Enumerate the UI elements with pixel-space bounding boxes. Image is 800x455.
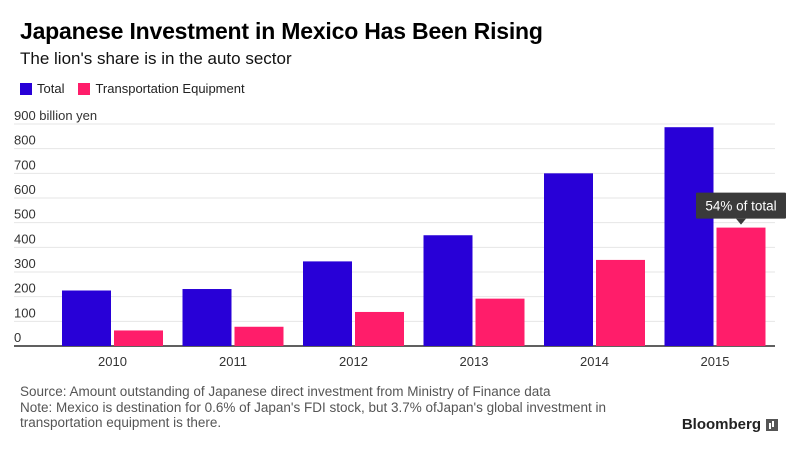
y-tick-label: 500 xyxy=(14,207,36,222)
bar-transportation xyxy=(596,259,645,346)
bar-chart: 0 100 200 300 400 500 600 700 800 900 billion yen… xyxy=(14,108,786,369)
legend-item-total: Total xyxy=(20,81,64,96)
x-tick-label: 2010 xyxy=(98,354,127,369)
bar-total xyxy=(664,127,714,346)
x-tick-label: 2014 xyxy=(580,354,609,369)
legend-label-transportation: Transportation Equipment xyxy=(95,81,245,96)
source-note: Source: Amount outstanding of Japanese d… xyxy=(20,384,551,399)
x-tick-label: 2011 xyxy=(219,354,247,369)
annotation-label: 54% of total xyxy=(705,199,776,214)
bar-total xyxy=(303,261,352,346)
bar-total xyxy=(182,289,232,346)
y-tick-label: 300 xyxy=(14,256,36,271)
bar-total xyxy=(62,290,111,346)
legend-swatch-total xyxy=(20,82,32,95)
bar-total xyxy=(544,173,593,346)
y-tick-label: 200 xyxy=(14,281,36,296)
bar-transportation xyxy=(234,326,284,346)
y-tick-label: 700 xyxy=(14,157,36,172)
legend-item-transportation: Transportation Equipment xyxy=(78,81,245,96)
chart-title: Japanese Investment in Mexico Has Been R… xyxy=(20,18,543,44)
legend-label-total: Total xyxy=(37,81,65,96)
x-tick-label: 2013 xyxy=(460,354,489,369)
legend: Total Transportation Equipment xyxy=(20,81,259,96)
bar-transportation xyxy=(475,298,525,346)
bar-transportation xyxy=(716,227,766,346)
brand-name: Bloomberg xyxy=(681,416,761,433)
bar-transportation xyxy=(355,311,404,346)
bar-total xyxy=(423,235,473,346)
x-tick-label: 2012 xyxy=(339,354,368,369)
y-tick-label: 400 xyxy=(14,231,36,246)
chart-subtitle: The lion's share is in the auto sector xyxy=(20,49,292,68)
brand-logo: Bloomberg xyxy=(682,416,778,433)
y-tick-label: 900 billion yen xyxy=(14,108,97,123)
footnote: Source: Amount outstanding of Japanese d… xyxy=(20,384,680,431)
y-tick-label: 600 xyxy=(14,182,36,197)
y-tick-label: 100 xyxy=(14,305,36,320)
bar-transportation xyxy=(114,330,163,346)
annotation-box xyxy=(696,192,786,219)
y-tick-label: 800 xyxy=(14,133,36,148)
legend-swatch-transportation xyxy=(78,82,91,95)
y-tick-label: 0 xyxy=(14,330,21,345)
x-tick-label: 2015 xyxy=(701,354,730,369)
bloomberg-icon xyxy=(766,418,778,431)
annotation-pointer xyxy=(736,218,746,225)
footnote-note: Note: Mexico is destination for 0.6% of … xyxy=(20,399,606,431)
